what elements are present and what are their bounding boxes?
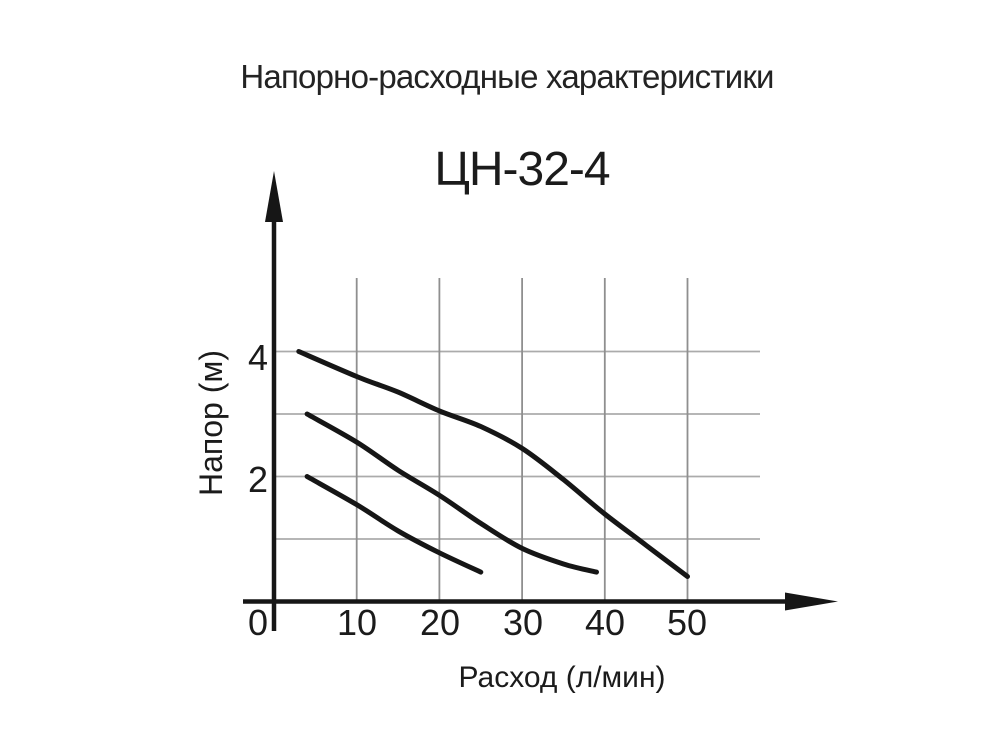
y-axis-arrow-icon	[265, 171, 283, 222]
horizontal-grid-lines	[274, 350, 760, 540]
pump-curve-top-speed-3	[296, 349, 690, 579]
x-tick-20: 20	[419, 602, 461, 643]
pump-curve-middle-speed-2	[304, 411, 599, 575]
x-tick-10: 10	[336, 602, 378, 643]
figure-title: Напорно-расходные характеристики	[240, 58, 774, 95]
vertical-grid-lines	[355, 278, 689, 600]
x-tick-40: 40	[584, 602, 626, 643]
pump-curves	[296, 349, 690, 579]
x-tick-0: 0	[247, 602, 269, 643]
x-axis-title: Расход (л/мин)	[458, 661, 666, 694]
x-tick-30: 30	[502, 602, 544, 643]
x-tick-50: 50	[666, 602, 708, 643]
y-tick-2: 2	[247, 459, 268, 500]
pump-curve-bottom-speed-1	[304, 474, 484, 575]
y-tick-4: 4	[247, 337, 268, 378]
pump-model-title: ЦН-32-4	[434, 143, 610, 196]
x-axis-arrow-icon	[785, 592, 838, 611]
